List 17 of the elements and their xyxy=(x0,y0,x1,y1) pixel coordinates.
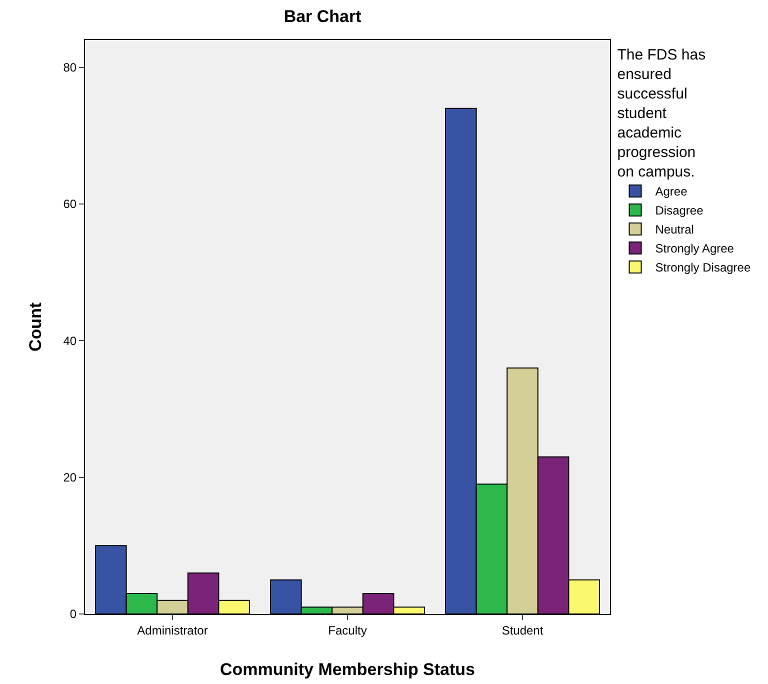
y-tick-label: 0 xyxy=(70,607,77,622)
legend-label: Disagree xyxy=(655,204,704,218)
legend-label: Strongly Agree xyxy=(655,242,734,256)
legend-title: The FDS has ensured successful student academic progression on campus. xyxy=(617,46,706,180)
x-tick-label: Administrator xyxy=(137,623,208,638)
x-tick-label: Student xyxy=(502,623,544,638)
legend-label: Neutral xyxy=(655,222,694,237)
x-axis-title: Community Membership Status xyxy=(220,660,476,679)
legend-label: Strongly Disagree xyxy=(655,260,751,275)
y-tick-label: 20 xyxy=(63,470,77,485)
y-axis-title: Count xyxy=(26,302,45,352)
x-tick-label: Faculty xyxy=(328,623,367,638)
y-tick-label: 80 xyxy=(63,60,77,75)
chart-title: Bar Chart xyxy=(284,7,362,26)
legend-label: Agree xyxy=(655,184,688,199)
y-tick-label: 60 xyxy=(63,197,77,212)
y-tick-label: 40 xyxy=(63,334,77,348)
